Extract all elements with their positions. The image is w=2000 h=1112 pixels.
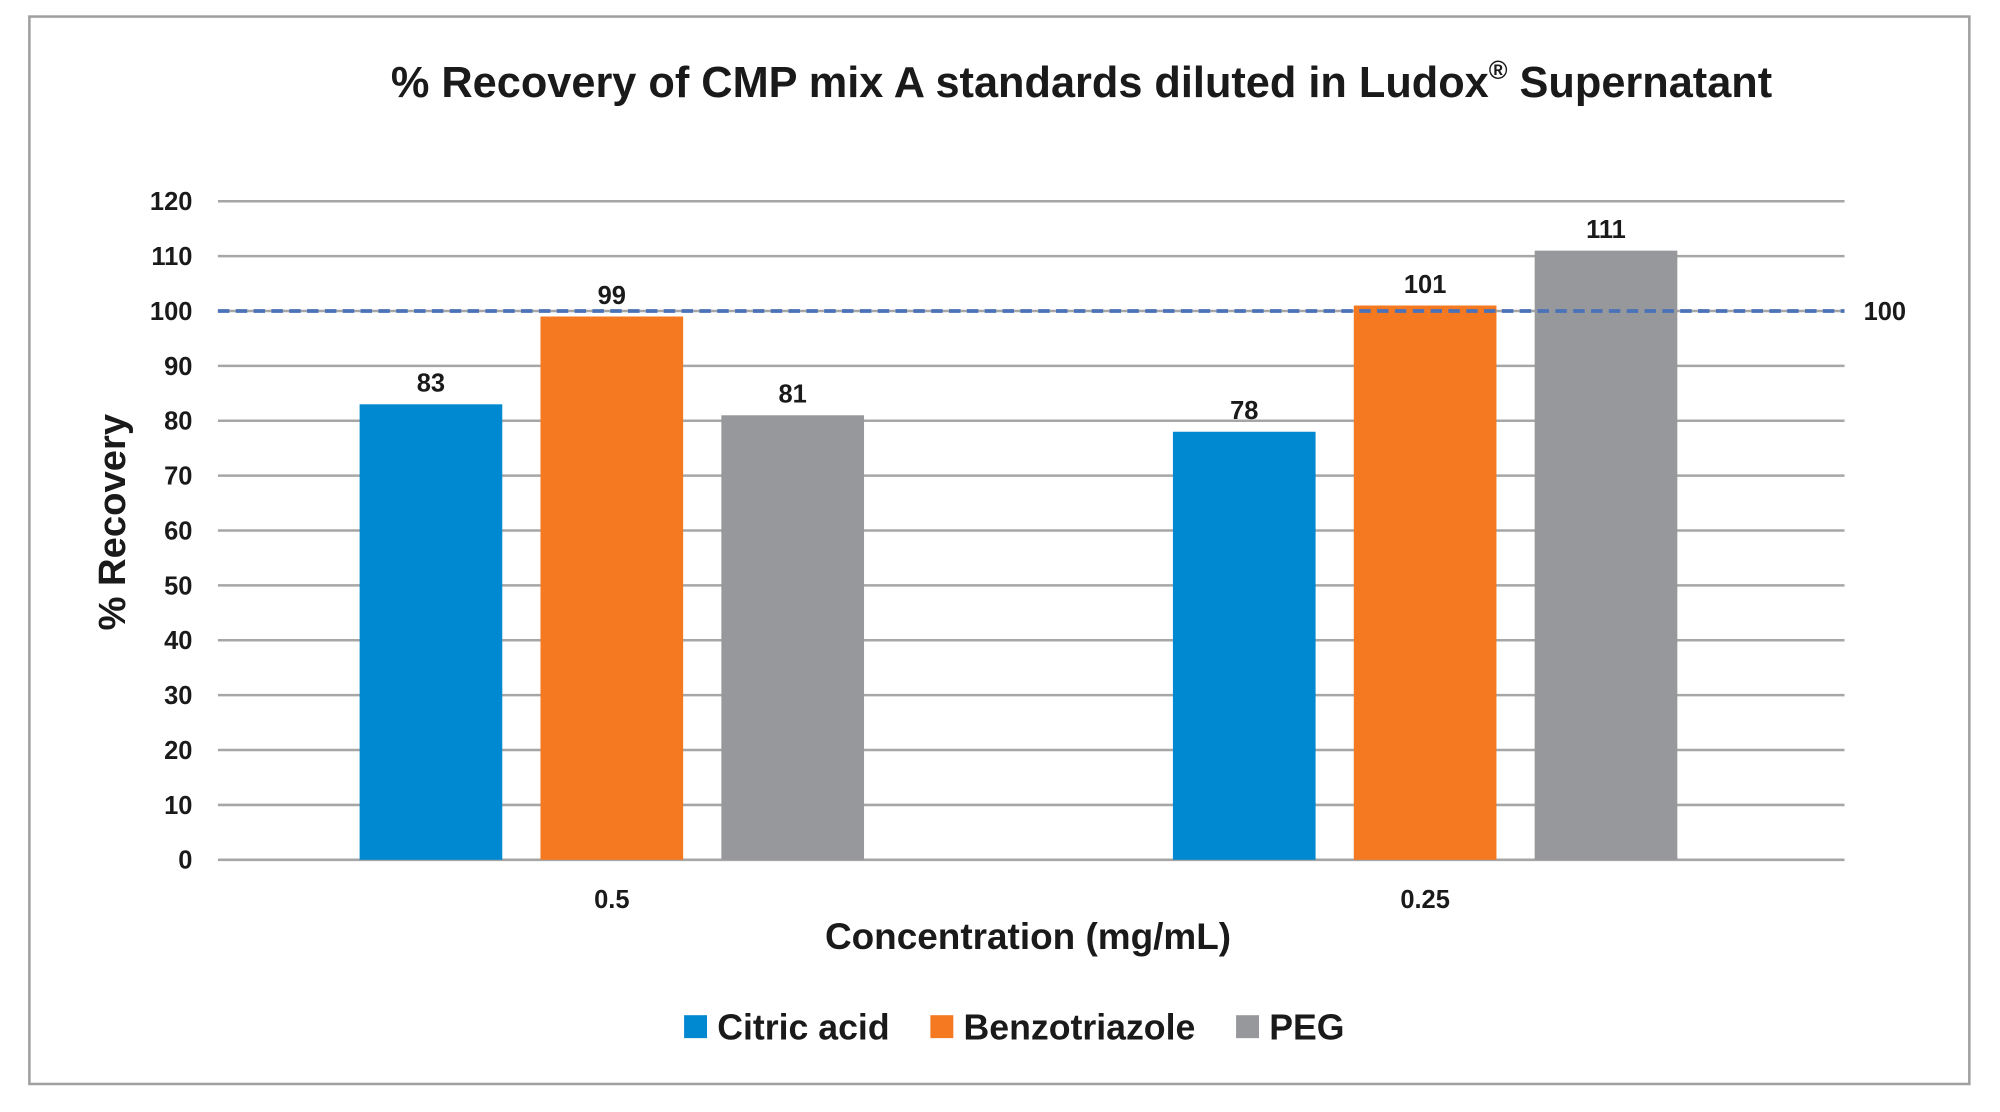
y-tick-label: 100 <box>150 298 193 326</box>
y-tick-label: 40 <box>164 627 192 655</box>
legend-swatch <box>930 1015 954 1039</box>
x-tick-label: 0.5 <box>594 886 629 914</box>
legend-swatch <box>1236 1015 1260 1039</box>
bar-peg <box>1534 250 1678 860</box>
x-axis-label: Concentration (mg/mL) <box>825 916 1231 957</box>
y-tick-label: 0 <box>178 847 192 875</box>
data-label: 83 <box>417 370 445 398</box>
data-labels: 83 99 81 78 101 111 <box>417 216 1626 425</box>
legend-label: PEG <box>1269 1007 1344 1047</box>
data-label: 101 <box>1404 271 1447 299</box>
bar-benzotriazole <box>540 316 684 860</box>
y-tick-labels: 0 10 20 30 40 50 60 70 80 90 100 110 120 <box>150 188 193 875</box>
y-tick-label: 80 <box>164 408 192 436</box>
bar-peg <box>721 415 865 860</box>
x-tick-label: 0.25 <box>1400 886 1450 914</box>
bar-citric-acid <box>359 404 503 860</box>
y-tick-label: 110 <box>151 243 192 271</box>
y-tick-label: 120 <box>150 188 193 216</box>
x-tick-labels: 0.5 0.25 <box>594 886 1450 914</box>
reference-line-group: 100 <box>217 298 1907 326</box>
chart-title: % Recovery of CMP mix A standards dilute… <box>391 57 1772 107</box>
y-tick-label: 20 <box>164 737 192 765</box>
legend-label: Citric acid <box>717 1007 889 1047</box>
y-tick-label: 30 <box>164 682 192 710</box>
y-tick-label: 90 <box>164 353 192 381</box>
bar-benzotriazole <box>1353 305 1497 860</box>
bar-citric-acid <box>1172 431 1316 860</box>
legend-label: Benzotriazole <box>964 1007 1196 1047</box>
bars <box>359 250 1678 860</box>
legend: Citric acid Benzotriazole PEG <box>684 1007 1345 1047</box>
y-tick-label: 10 <box>164 792 192 820</box>
data-label: 81 <box>779 381 807 409</box>
legend-swatch <box>684 1015 708 1039</box>
data-label: 78 <box>1230 397 1258 425</box>
data-label: 111 <box>1586 216 1626 244</box>
y-tick-label: 70 <box>164 463 192 491</box>
y-tick-label: 50 <box>164 572 192 600</box>
reference-line-label: 100 <box>1864 298 1907 326</box>
y-tick-label: 60 <box>164 517 192 545</box>
data-label: 99 <box>598 282 626 310</box>
y-axis-label: % Recovery <box>91 413 134 630</box>
